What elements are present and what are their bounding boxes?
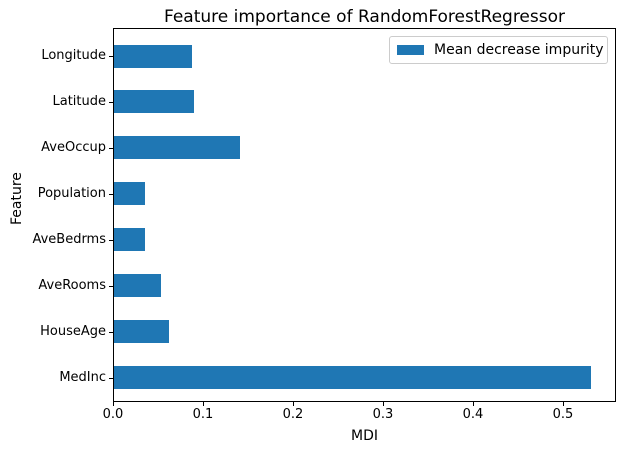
bar-medinc [114,366,591,389]
bar-population [114,182,145,206]
x-tick-mark [563,402,564,406]
bar-houseage [114,320,169,344]
y-tick-mark [109,148,113,149]
x-tick-mark [203,402,204,406]
y-tick-label-avebedrms: AveBedrms [32,232,106,247]
x-tick-label: 0.4 [462,407,484,422]
bar-avebedrms [114,228,145,252]
y-tick-label-averooms: AveRooms [38,278,106,293]
x-tick-label: 0.2 [282,407,304,422]
x-axis-label: MDI [351,428,378,444]
y-tick-mark [109,378,113,379]
bar-latitude [114,90,194,114]
bar-longitude [114,44,192,68]
x-tick-label: 0.1 [192,407,214,422]
y-tick-label-houseage: HouseAge [40,324,106,339]
x-tick-label: 0.0 [102,407,124,422]
x-tick-mark [473,402,474,406]
y-tick-label-longitude: Longitude [41,48,106,63]
bar-averooms [114,274,161,298]
y-tick-label-latitude: Latitude [52,94,106,109]
plot-area [113,28,616,402]
legend-label: Mean decrease impurity [434,42,604,58]
legend: Mean decrease impurity [389,36,608,64]
x-tick-mark [383,402,384,406]
y-tick-mark [109,286,113,287]
y-axis-label: Feature [9,172,25,225]
y-tick-mark [109,102,113,103]
x-tick-mark [293,402,294,406]
chart-title: Feature importance of RandomForestRegres… [164,7,565,27]
y-tick-mark [109,56,113,57]
bar-aveoccup [114,136,240,160]
y-tick-label-aveoccup: AveOccup [41,140,106,155]
x-tick-label: 0.5 [552,407,574,422]
x-tick-label: 0.3 [372,407,394,422]
legend-swatch-icon [397,45,424,55]
y-tick-mark [109,332,113,333]
y-tick-label-population: Population [37,186,106,201]
y-tick-label-medinc: MedInc [59,370,106,385]
x-tick-mark [113,402,114,406]
y-tick-mark [109,240,113,241]
y-tick-mark [109,194,113,195]
